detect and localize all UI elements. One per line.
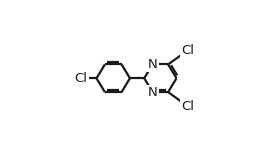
Text: Cl: Cl <box>74 72 87 85</box>
Text: Cl: Cl <box>181 100 194 113</box>
Text: Cl: Cl <box>181 44 194 57</box>
Text: N: N <box>148 58 158 71</box>
Text: N: N <box>148 86 158 99</box>
